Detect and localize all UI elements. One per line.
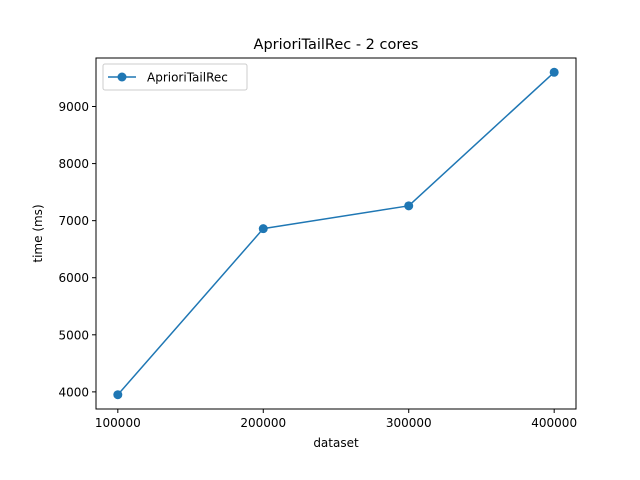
x-tick-label: 400000 xyxy=(531,416,577,430)
y-tick-label: 6000 xyxy=(58,271,89,285)
data-point xyxy=(404,201,414,211)
y-axis: 4000 5000 6000 7000 8000 9000 xyxy=(58,100,96,399)
legend-box xyxy=(102,63,248,91)
y-axis-label: time (ms) xyxy=(31,204,45,262)
x-tick-label: 100000 xyxy=(95,416,141,430)
legend: AprioriTailRec xyxy=(102,63,248,91)
legend-marker-icon xyxy=(117,72,127,82)
x-tick-label: 200000 xyxy=(240,416,286,430)
series-line xyxy=(117,71,555,396)
y-tick-label: 9000 xyxy=(58,100,89,114)
x-axis-label: dataset xyxy=(313,436,359,450)
y-tick-label: 4000 xyxy=(58,385,89,399)
chart-title: AprioriTailRec - 2 cores xyxy=(254,37,419,53)
data-point xyxy=(258,224,268,234)
x-tick-label: 300000 xyxy=(386,416,432,430)
y-tick-label: 7000 xyxy=(58,214,89,228)
data-point xyxy=(113,390,123,400)
x-axis: 100000 200000 300000 400000 xyxy=(95,409,577,430)
y-tick-label: 5000 xyxy=(58,328,89,342)
legend-label: AprioriTailRec xyxy=(147,71,228,85)
plot-area xyxy=(95,57,577,410)
y-tick-label: 8000 xyxy=(58,157,89,171)
data-point xyxy=(549,67,559,77)
series-layer xyxy=(113,67,559,400)
